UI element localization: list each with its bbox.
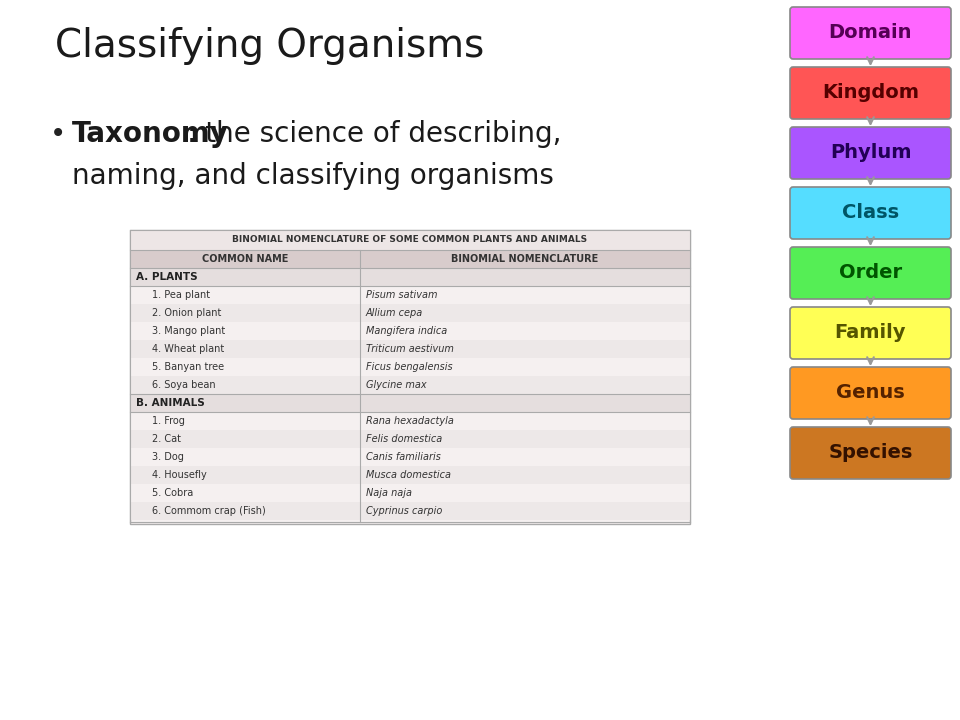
Bar xyxy=(130,466,690,484)
Text: Naja naja: Naja naja xyxy=(366,488,412,498)
Bar xyxy=(130,286,690,304)
Text: Domain: Domain xyxy=(828,24,912,42)
Text: naming, and classifying organisms: naming, and classifying organisms xyxy=(72,162,554,190)
Text: 4. Housefly: 4. Housefly xyxy=(152,470,206,480)
Text: Pisum sativam: Pisum sativam xyxy=(366,290,437,300)
Text: 5. Cobra: 5. Cobra xyxy=(152,488,193,498)
Text: BINOMIAL NOMENCLATURE: BINOMIAL NOMENCLATURE xyxy=(451,254,598,264)
Text: Musca domestica: Musca domestica xyxy=(366,470,450,480)
Text: A. PLANTS: A. PLANTS xyxy=(136,272,198,282)
FancyBboxPatch shape xyxy=(790,127,951,179)
Bar xyxy=(130,322,690,340)
Text: Kingdom: Kingdom xyxy=(822,84,919,102)
FancyBboxPatch shape xyxy=(790,367,951,419)
Text: COMMON NAME: COMMON NAME xyxy=(202,254,288,264)
Bar xyxy=(130,230,690,250)
Text: B. ANIMALS: B. ANIMALS xyxy=(136,398,204,408)
Bar xyxy=(130,376,690,394)
Text: : the science of describing,: : the science of describing, xyxy=(187,120,562,148)
Text: 6. Commom crap (Fish): 6. Commom crap (Fish) xyxy=(152,506,266,516)
Bar xyxy=(130,448,690,466)
Text: 3. Mango plant: 3. Mango plant xyxy=(152,326,226,336)
Text: 6. Soya bean: 6. Soya bean xyxy=(152,380,216,390)
Text: Canis familiaris: Canis familiaris xyxy=(366,452,441,462)
Text: Genus: Genus xyxy=(836,384,905,402)
Text: Order: Order xyxy=(839,264,902,282)
Bar xyxy=(130,230,690,524)
Text: Rana hexadactyla: Rana hexadactyla xyxy=(366,416,453,426)
FancyBboxPatch shape xyxy=(790,187,951,239)
Bar xyxy=(130,340,690,358)
Text: 4. Wheat plant: 4. Wheat plant xyxy=(152,344,225,354)
Text: Family: Family xyxy=(835,323,906,343)
FancyBboxPatch shape xyxy=(790,247,951,299)
Text: 1. Frog: 1. Frog xyxy=(152,416,185,426)
Bar xyxy=(130,412,690,430)
Text: Triticum aestivum: Triticum aestivum xyxy=(366,344,453,354)
Text: Ficus bengalensis: Ficus bengalensis xyxy=(366,362,452,372)
Text: Species: Species xyxy=(828,444,913,462)
FancyBboxPatch shape xyxy=(790,427,951,479)
Bar xyxy=(130,268,690,286)
FancyBboxPatch shape xyxy=(790,7,951,59)
Text: 2. Onion plant: 2. Onion plant xyxy=(152,308,222,318)
Bar xyxy=(130,358,690,376)
Text: 5. Banyan tree: 5. Banyan tree xyxy=(152,362,224,372)
Text: Taxonomy: Taxonomy xyxy=(72,120,228,148)
Text: Allium cepa: Allium cepa xyxy=(366,308,422,318)
Text: Glycine max: Glycine max xyxy=(366,380,426,390)
Text: Classifying Organisms: Classifying Organisms xyxy=(55,27,484,65)
FancyBboxPatch shape xyxy=(790,67,951,119)
Bar xyxy=(130,394,690,412)
FancyBboxPatch shape xyxy=(790,307,951,359)
Bar xyxy=(130,430,690,448)
Bar xyxy=(130,304,690,322)
Text: •: • xyxy=(50,120,66,148)
Bar xyxy=(130,502,690,520)
Text: Felis domestica: Felis domestica xyxy=(366,434,442,444)
Text: 2. Cat: 2. Cat xyxy=(152,434,181,444)
Bar xyxy=(130,484,690,502)
Text: 3. Dog: 3. Dog xyxy=(152,452,184,462)
Bar xyxy=(130,250,690,268)
Text: Phylum: Phylum xyxy=(829,143,911,163)
Text: Cyprinus carpio: Cyprinus carpio xyxy=(366,506,442,516)
Text: 1. Pea plant: 1. Pea plant xyxy=(152,290,210,300)
Text: Mangifera indica: Mangifera indica xyxy=(366,326,446,336)
Text: BINOMIAL NOMENCLATURE OF SOME COMMON PLANTS AND ANIMALS: BINOMIAL NOMENCLATURE OF SOME COMMON PLA… xyxy=(232,235,588,245)
Text: Class: Class xyxy=(842,204,900,222)
